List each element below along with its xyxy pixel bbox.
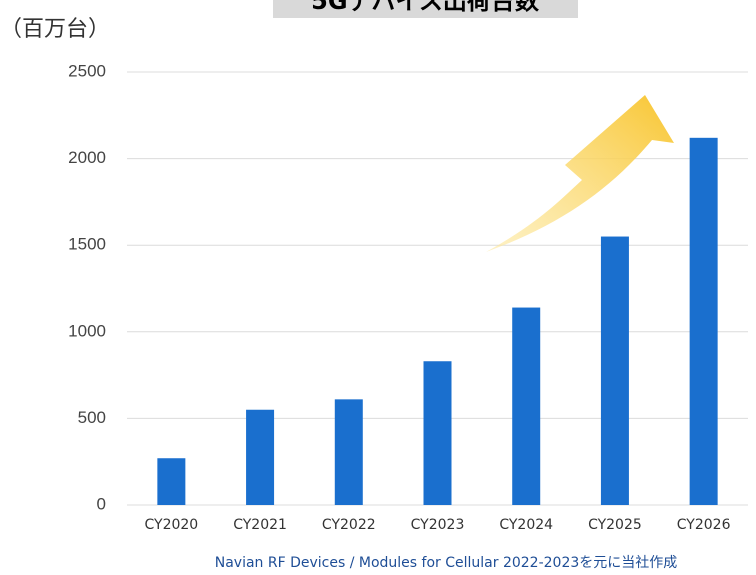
- unit-label: （百万台）: [0, 17, 110, 42]
- bar: [600, 236, 629, 506]
- x-tick-label: CY2021: [233, 517, 287, 533]
- bar: [689, 137, 718, 506]
- x-tick-label: CY2020: [144, 517, 198, 533]
- bar: [423, 361, 452, 505]
- y-tick-label: 2000: [68, 148, 106, 167]
- bar: [512, 307, 541, 505]
- bar: [157, 458, 186, 505]
- x-tick-label: CY2026: [677, 517, 731, 533]
- title-box: [273, 0, 578, 18]
- y-tick-label: 0: [97, 494, 106, 513]
- chart-title: 5Gデバイス出荷台数: [311, 0, 540, 15]
- y-tick-label: 1500: [68, 235, 106, 254]
- x-tick-label: CY2024: [499, 517, 553, 533]
- plot: 0 500 1000 1500 2000 2500 CY2020 CY2021 CY2022 CY…: [68, 61, 748, 533]
- x-tick-label: CY2025: [588, 517, 642, 533]
- y-tick-label: 500: [78, 408, 106, 427]
- source-note: Navian RF Devices / Modules for Cellular…: [215, 555, 678, 571]
- y-tick-label: 1000: [68, 321, 106, 340]
- growth-arrow: [486, 95, 674, 252]
- x-tick-label: CY2023: [411, 517, 465, 533]
- x-tick-label: CY2022: [322, 517, 376, 533]
- bar: [334, 399, 363, 505]
- bar: [246, 409, 275, 505]
- y-tick-label: 2500: [68, 61, 106, 80]
